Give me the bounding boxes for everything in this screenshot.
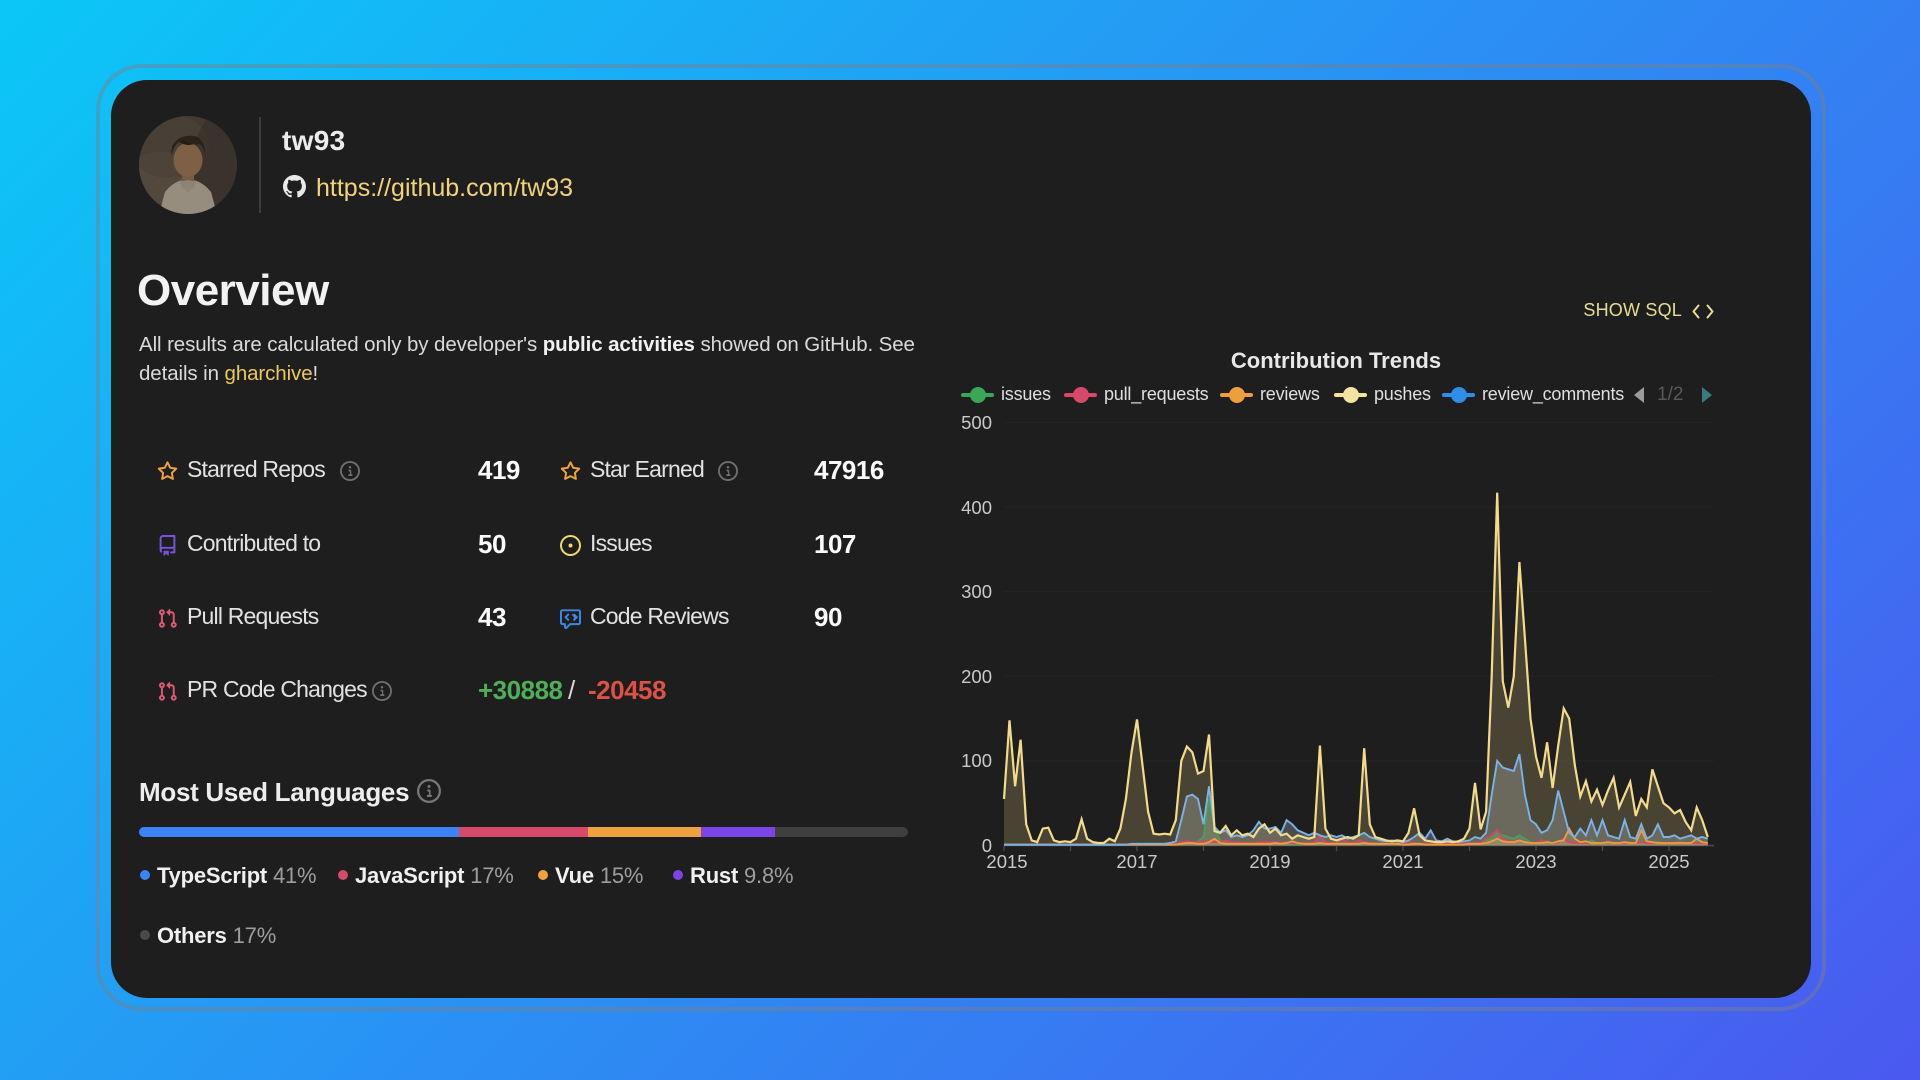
svg-text:100: 100 xyxy=(961,750,992,771)
svg-text:2023: 2023 xyxy=(1515,851,1556,872)
svg-text:2015: 2015 xyxy=(986,851,1027,872)
svg-text:200: 200 xyxy=(961,666,992,687)
svg-text:2017: 2017 xyxy=(1116,851,1157,872)
svg-text:2021: 2021 xyxy=(1382,851,1423,872)
svg-text:300: 300 xyxy=(961,581,992,602)
svg-text:2019: 2019 xyxy=(1249,851,1290,872)
svg-text:500: 500 xyxy=(961,412,992,433)
svg-text:2025: 2025 xyxy=(1648,851,1689,872)
svg-text:0: 0 xyxy=(982,835,992,856)
svg-text:400: 400 xyxy=(961,497,992,518)
